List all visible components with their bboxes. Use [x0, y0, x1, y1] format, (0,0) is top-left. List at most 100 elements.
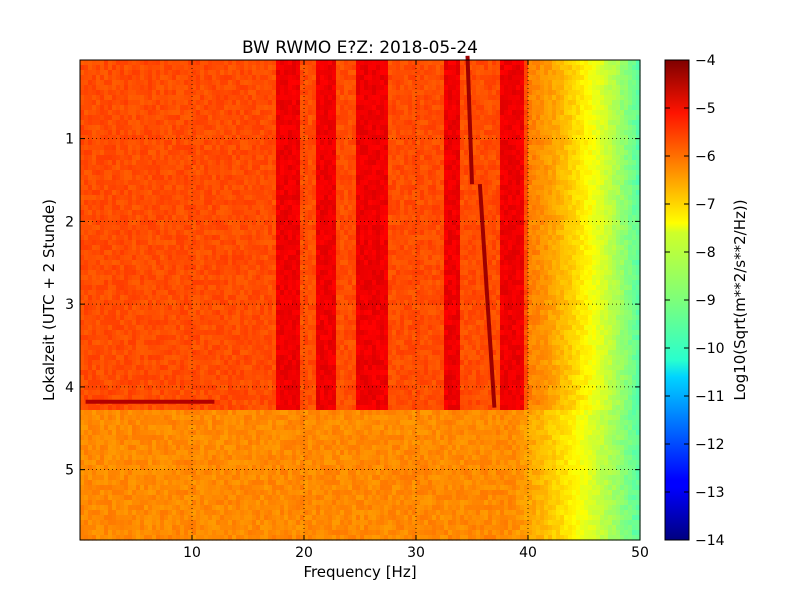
heatmap-cell	[576, 165, 581, 171]
heatmap-cell	[584, 175, 589, 181]
heatmap-cell	[548, 105, 553, 111]
heatmap-cell	[276, 180, 281, 186]
heatmap-cell	[564, 135, 569, 141]
heatmap-cell	[360, 170, 365, 176]
heatmap-cell	[500, 170, 505, 176]
heatmap-cell	[124, 135, 129, 141]
heatmap-cell	[464, 195, 469, 201]
heatmap-cell	[500, 200, 505, 206]
heatmap-cell	[388, 165, 393, 171]
heatmap-cell	[196, 205, 201, 211]
heatmap-cell	[144, 120, 149, 126]
heatmap-cell	[192, 185, 197, 191]
heatmap-cell	[84, 115, 89, 121]
heatmap-cell	[504, 150, 509, 156]
heatmap-cell	[184, 100, 189, 106]
heatmap-cell	[248, 150, 253, 156]
heatmap-cell	[440, 220, 445, 226]
heatmap-cell	[184, 185, 189, 191]
heatmap-cell	[448, 90, 453, 96]
heatmap-cell	[216, 85, 221, 91]
heatmap-cell	[472, 205, 477, 211]
heatmap-cell	[352, 75, 357, 81]
heatmap-cell	[396, 150, 401, 156]
heatmap-cell	[176, 95, 181, 101]
heatmap-cell	[316, 140, 321, 146]
heatmap-cell	[288, 165, 293, 171]
heatmap-cell	[248, 175, 253, 181]
heatmap-cell	[288, 210, 293, 216]
heatmap-cell	[528, 105, 533, 111]
heatmap-cell	[552, 160, 557, 166]
heatmap-cell	[596, 175, 601, 181]
heatmap-cell	[516, 195, 521, 201]
heatmap-cell	[256, 160, 261, 166]
heatmap-cell	[432, 220, 437, 226]
heatmap-cell	[608, 105, 613, 111]
heatmap-cell	[296, 75, 301, 81]
heatmap-cell	[604, 195, 609, 201]
heatmap-cell	[212, 210, 217, 216]
heatmap-cell	[432, 80, 437, 86]
heatmap-cell	[616, 145, 621, 151]
heatmap-cell	[468, 210, 473, 216]
heatmap-cell	[568, 155, 573, 161]
heatmap-cell	[232, 165, 237, 171]
heatmap-cell	[288, 120, 293, 126]
heatmap-cell	[160, 100, 165, 106]
heatmap-cell	[304, 225, 309, 231]
heatmap-cell	[204, 80, 209, 86]
heatmap-cell	[328, 85, 333, 91]
heatmap-cell	[364, 70, 369, 76]
heatmap-cell	[84, 150, 89, 156]
heatmap-cell	[376, 60, 381, 66]
heatmap-cell	[536, 195, 541, 201]
heatmap-cell	[388, 135, 393, 141]
heatmap-cell	[408, 100, 413, 106]
heatmap-cell	[504, 90, 509, 96]
heatmap-cell	[168, 180, 173, 186]
heatmap-cell	[552, 120, 557, 126]
heatmap-cell	[200, 205, 205, 211]
heatmap-cell	[268, 75, 273, 81]
heatmap-cell	[136, 80, 141, 86]
heatmap-cell	[260, 90, 265, 96]
heatmap-cell	[484, 160, 489, 166]
heatmap-cell	[288, 180, 293, 186]
heatmap-cell	[256, 135, 261, 141]
heatmap-cell	[152, 140, 157, 146]
heatmap-cell	[356, 200, 361, 206]
heatmap-cell	[380, 195, 385, 201]
heatmap-cell	[316, 165, 321, 171]
heatmap-cell	[632, 60, 637, 66]
heatmap-cell	[92, 140, 97, 146]
heatmap-cell	[140, 185, 145, 191]
heatmap-cell	[240, 235, 245, 241]
heatmap-cell	[108, 65, 113, 71]
heatmap-cell	[252, 190, 257, 196]
heatmap-cell	[584, 65, 589, 71]
heatmap-cell	[360, 190, 365, 196]
heatmap-cell	[520, 180, 525, 186]
heatmap-cell	[120, 225, 125, 231]
heatmap-cell	[348, 165, 353, 171]
heatmap-cell	[304, 190, 309, 196]
heatmap-cell	[368, 95, 373, 101]
heatmap-cell	[140, 230, 145, 236]
heatmap-cell	[480, 120, 485, 126]
heatmap-cell	[568, 220, 573, 226]
heatmap-cell	[424, 95, 429, 101]
heatmap-cell	[92, 105, 97, 111]
heatmap-cell	[360, 175, 365, 181]
heatmap-cell	[252, 155, 257, 161]
heatmap-cell	[504, 215, 509, 221]
heatmap-cell	[588, 125, 593, 131]
heatmap-cell	[196, 80, 201, 86]
heatmap-cell	[340, 160, 345, 166]
heatmap-cell	[408, 65, 413, 71]
heatmap-cell	[132, 160, 137, 166]
heatmap-cell	[616, 220, 621, 226]
heatmap-cell	[376, 190, 381, 196]
heatmap-cell	[400, 85, 405, 91]
heatmap-cell	[568, 110, 573, 116]
